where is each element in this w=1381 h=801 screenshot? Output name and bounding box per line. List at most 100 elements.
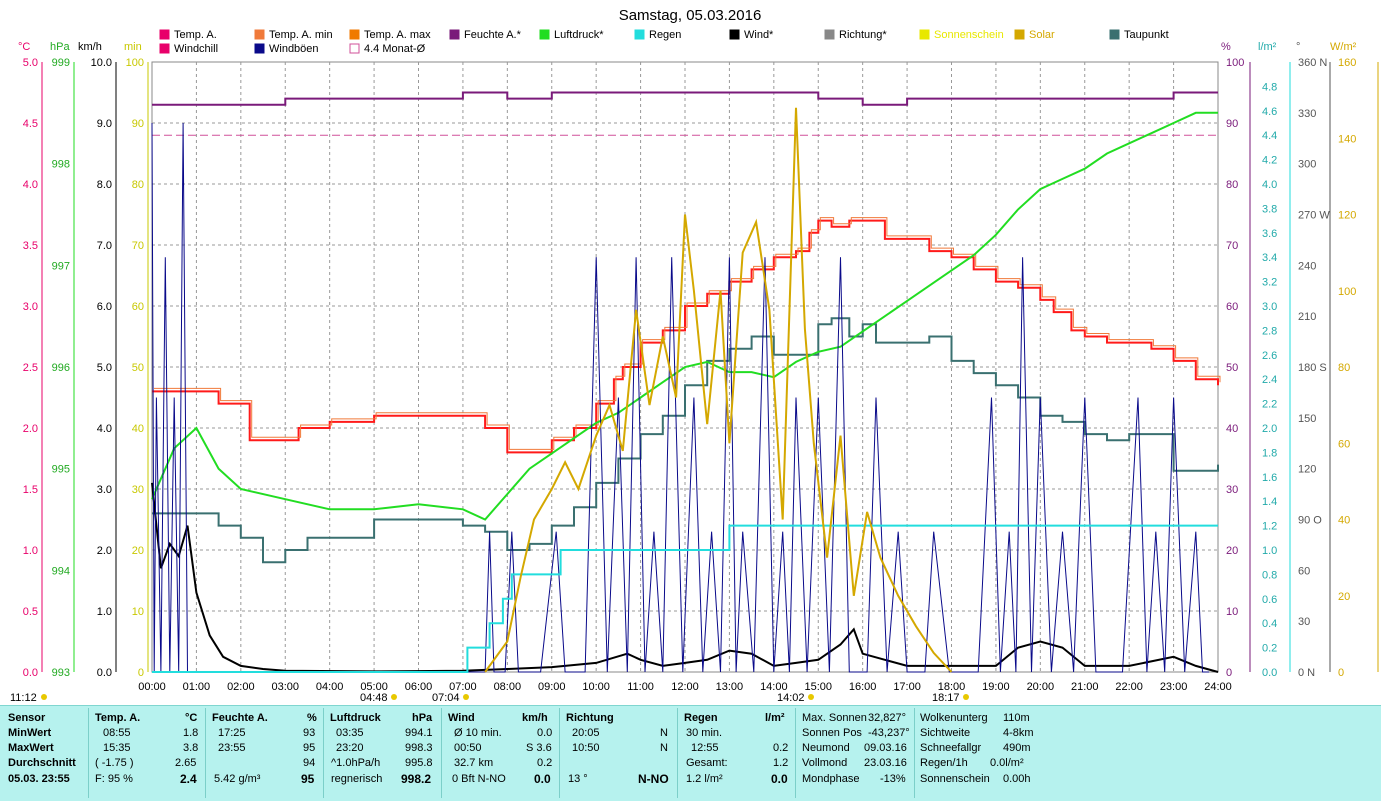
tick-solar: 20 [1338,591,1350,603]
series-temp-minmax [154,217,1221,450]
tick-sonne: 30 [132,484,144,496]
tick-druck: 994 [52,565,70,577]
tick-regen: 4.8 [1262,81,1277,93]
weather-chart: Samstag, 05.03.2016 Temp. A. Temp. A. min… [10,7,1379,704]
tick-temp: 3.5 [23,240,38,252]
druck-cur-val: 998.2 [401,772,432,786]
tick-hour: 14:00 [760,681,788,693]
temp-unit: °C [185,712,198,724]
tick-temp: 1.0 [23,545,38,557]
legend-label: Solar [1029,29,1055,41]
tick-temp: 0.0 [23,667,38,679]
tick-regen: 1.8 [1262,447,1277,459]
sonne-0-val: 32,827° [868,712,907,724]
time-mark: 11:12 [10,692,37,704]
legend: Temp. A. Temp. A. min Temp. A. max Feuchte … [159,29,1169,55]
legend-label: Luftdruck* [554,29,604,41]
tick-sonne: 100 [126,57,144,69]
tick-richtung: 60 [1298,565,1310,577]
sonne-2-label: Neumond [802,742,850,754]
legend-label: Regen [649,29,681,41]
tick-wind: 7.0 [97,240,112,252]
legend-label: Sonnenschein [934,29,1004,41]
tick-richtung: 210 [1298,311,1316,323]
tick-hour: 01:00 [183,681,211,693]
feuchte-min-time: 17:25 [218,727,246,739]
tick-regen: 1.2 [1262,521,1277,533]
maxwert-label: MaxWert [8,742,54,754]
tick-wind: 3.0 [97,484,112,496]
tick-hour: 05:00 [360,681,388,693]
tick-feuchte: 40 [1226,423,1238,435]
tick-hour: 07:00 [449,681,477,693]
tick-druck: 998 [52,159,70,171]
richtung-r1-time: 20:05 [572,727,600,739]
legend-swatch [254,29,265,40]
tick-wind: 6.0 [97,301,112,313]
legend-swatch [159,43,170,54]
tick-hour: 23:00 [1160,681,1188,693]
plot-area [151,91,1221,673]
wind-r4-val: 0.0 [534,772,551,786]
tick-feuchte: 50 [1226,362,1238,374]
tick-druck: 996 [52,362,70,374]
tick-wind: 4.0 [97,423,112,435]
tick-solar: 40 [1338,515,1350,527]
feuchte-header: Feuchte A. [212,712,268,724]
tick-regen: 0.2 [1262,643,1277,655]
legend-label: Windböen [269,43,319,55]
tick-hour: 15:00 [804,681,832,693]
tick-hour: 18:00 [938,681,966,693]
tick-feuchte: 90 [1226,118,1238,130]
legend-label: Richtung* [839,29,887,41]
tick-feuchte: 30 [1226,484,1238,496]
tick-feuchte: 0 [1226,667,1232,679]
tick-hour: 20:00 [1027,681,1055,693]
regen-r1-label: 30 min. [686,727,723,739]
wind-r1-val: 0.0 [537,727,553,739]
chart-title: Samstag, 05.03.2016 [619,7,762,24]
tick-feuchte: 10 [1226,606,1238,618]
legend-swatch [349,43,360,54]
wolken-2-label: Schneefallgr [920,742,982,754]
richtung-r4-val: N-NO [638,772,669,786]
tick-hour: 04:00 [316,681,344,693]
tick-hour: 08:00 [494,681,522,693]
tick-hour: 06:00 [405,681,433,693]
unit-label-pct: % [1221,41,1231,53]
tick-solar: 0 [1338,667,1344,679]
time-mark: 04:48 [360,692,388,704]
sun-marker-icon [963,694,969,700]
wind-r4-label: 0 Bft N-NO [452,773,506,785]
time-mark: 07:04 [432,692,460,704]
sonne-0-label: Max. Sonnen [802,712,867,724]
feuchte-max-time: 23:55 [218,742,246,754]
tick-sonne: 60 [132,301,144,313]
tick-hour: 13:00 [716,681,744,693]
wolken-3-label: Regen/1h [920,757,968,769]
tick-solar: 160 [1338,57,1356,69]
temp-min-val: 1.8 [183,727,199,739]
legend-label: Wind* [744,29,774,41]
current-date-label: 05.03. 23:55 [8,773,70,785]
wolken-3-val: 0.0l/m² [990,757,1024,769]
tick-hour: 16:00 [849,681,877,693]
sonne-3-val: 23.03.16 [864,757,907,769]
unit-label-c: °C [18,41,30,53]
tick-hour: 22:00 [1115,681,1143,693]
tick-temp: 5.0 [23,57,38,69]
tick-hour: 21:00 [1071,681,1099,693]
legend-swatch [254,43,265,54]
series-feuchte-a [152,91,1218,106]
wolken-1-label: Sichtweite [920,727,971,739]
tick-regen: 2.0 [1262,423,1277,435]
wolken-4-label: Sonnenschein [920,773,990,785]
tick-regen: 2.4 [1262,374,1277,386]
feuchte-cur-val: 95 [301,772,315,786]
tick-feuchte: 70 [1226,240,1238,252]
tick-richtung: 120 [1298,464,1316,476]
regen-unit: l/m² [765,712,785,724]
tick-sonne: 90 [132,118,144,130]
x-axis: 00:00 01:00 02:00 03:00 04:00 05:00 06:00 07:00… [138,681,1232,693]
tick-regen: 3.6 [1262,228,1277,240]
